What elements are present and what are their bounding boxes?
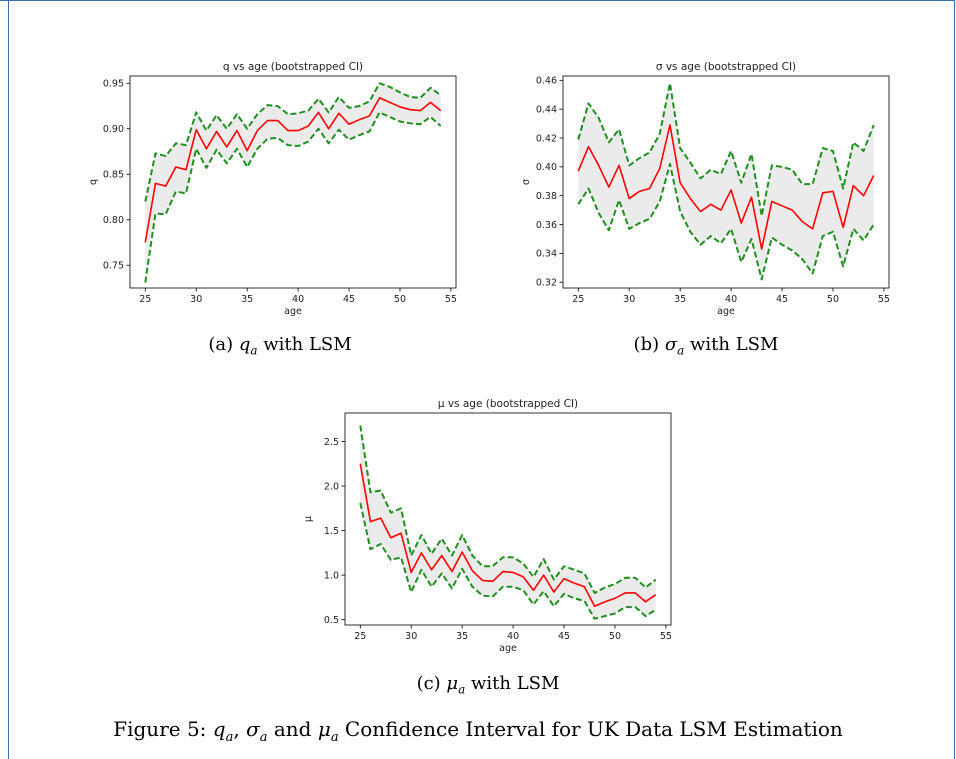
x-tick-label: 25 (139, 294, 151, 305)
figure-caption-sub-3: a (330, 730, 339, 745)
y-tick-label: 0.38 (536, 191, 557, 202)
chart-svg: 25 30 35 40 45 50 55 0.5 1.0 1.5 2.0 2.5 μ vs age (b… (303, 398, 672, 654)
caption-c: (c) μa with LSM (378, 673, 598, 697)
figure-caption-q: q (212, 717, 226, 741)
chart-svg: 25 30 35 40 45 50 55 0.75 0.80 0.85 0.90 0.95 q vs a… (88, 61, 457, 317)
x-tick-label: 30 (623, 294, 635, 305)
x-tick-label: 25 (354, 631, 366, 642)
x-tick-label: 50 (394, 294, 406, 305)
chart-title: μ vs age (bootstrapped CI) (438, 398, 578, 410)
y-tick-label: 0.5 (324, 615, 339, 626)
x-tick-label: 55 (660, 631, 672, 642)
x-tick-label: 55 (878, 294, 890, 305)
ci-band (145, 83, 441, 283)
y-tick-label: 0.34 (536, 249, 557, 260)
chart-title: σ vs age (bootstrapped CI) (656, 61, 796, 73)
y-tick-label: 1.5 (324, 526, 339, 537)
figure-caption-suffix: Confidence Interval for UK Data LSM Esti… (338, 717, 843, 741)
chart-title: q vs age (bootstrapped CI) (223, 61, 363, 73)
x-tick-label: 45 (343, 294, 355, 305)
y-tick-label: 2.5 (324, 437, 339, 448)
y-axis-label: q (88, 179, 99, 185)
y-tick-label: 0.95 (103, 79, 124, 90)
upper-ci-line (359, 425, 657, 594)
caption-a-prefix: (a) (208, 334, 239, 355)
figure-caption-prefix: Figure 5: (113, 717, 213, 741)
figure-caption-sub-1: a (225, 730, 234, 745)
axes-frame (129, 75, 457, 289)
page-frame-top (0, 0, 954, 1)
lower-ci-line (577, 162, 875, 281)
figure-caption-sep-2: and (267, 717, 318, 741)
x-tick-label: 35 (241, 294, 253, 305)
estimate-line (359, 463, 657, 608)
y-tick-label: 0.40 (536, 162, 557, 173)
page-frame-right (954, 0, 955, 759)
caption-b-symbol: σ (664, 334, 678, 355)
axes-frame (344, 412, 672, 626)
y-tick-label: 0.42 (536, 133, 557, 144)
x-tick-label: 45 (558, 631, 570, 642)
x-tick-label: 35 (674, 294, 686, 305)
sigma-vs-age-chart: 25 30 35 40 45 50 55 0.32 0.34 0.36 0.38 0.40 0.42 0.… (518, 56, 898, 317)
figure-caption-sigma: σ (246, 717, 260, 741)
x-tick-label: 50 (827, 294, 839, 305)
caption-b-prefix: (b) (633, 334, 665, 355)
y-tick-label: 2.0 (324, 481, 339, 492)
x-tick-label: 30 (405, 631, 417, 642)
chart-svg: 25 30 35 40 45 50 55 0.32 0.34 0.36 0.38 0.40 0.42 0.… (521, 61, 890, 317)
estimate-line (577, 124, 875, 250)
x-tick-label: 25 (572, 294, 584, 305)
caption-b: (b) σa with LSM (596, 334, 816, 358)
q-vs-age-chart: 25 30 35 40 45 50 55 0.75 0.80 0.85 0.90 0.95 q vs a… (85, 56, 465, 317)
y-tick-label: 0.85 (103, 170, 124, 181)
y-tick-label: 0.80 (103, 215, 124, 226)
caption-a-symbol: q (238, 334, 251, 355)
caption-c-symbol: μ (446, 673, 459, 694)
x-tick-label: 40 (725, 294, 737, 305)
caption-c-suffix: with LSM (465, 673, 560, 694)
caption-a-sub: a (250, 343, 258, 358)
x-tick-label: 55 (445, 294, 457, 305)
y-tick-label: 0.36 (536, 220, 557, 231)
y-axis-label: μ (303, 516, 314, 522)
y-tick-label: 0.32 (536, 278, 557, 289)
x-tick-label: 50 (609, 631, 621, 642)
y-axis-label: σ (521, 179, 532, 185)
y-tick-label: 0.46 (536, 76, 557, 87)
x-tick-label: 45 (776, 294, 788, 305)
x-tick-label: 40 (507, 631, 519, 642)
upper-ci-line (144, 82, 442, 202)
upper-ci-line (577, 82, 875, 217)
y-tick-label: 0.44 (536, 104, 557, 115)
caption-c-sub: a (458, 682, 466, 697)
x-tick-label: 35 (456, 631, 468, 642)
caption-c-prefix: (c) (416, 673, 447, 694)
figure-caption-sub-2: a (259, 730, 268, 745)
ci-band (578, 83, 874, 280)
x-tick-label: 40 (292, 294, 304, 305)
x-axis-label: age (717, 306, 735, 317)
axes-frame (562, 75, 890, 289)
caption-b-sub: a (677, 343, 685, 358)
figure-caption-sep-1: , (233, 717, 247, 741)
lower-ci-line (144, 111, 442, 283)
figure-caption: Figure 5: qa, σa and μa Confidence Inter… (0, 717, 956, 745)
caption-b-suffix: with LSM (684, 334, 779, 355)
page-frame-left (8, 0, 9, 759)
x-tick-label: 30 (190, 294, 202, 305)
lower-ci-line (359, 502, 657, 620)
x-axis-label: age (284, 306, 302, 317)
y-tick-label: 0.75 (103, 261, 124, 272)
ci-band (360, 425, 656, 619)
estimate-line (144, 97, 442, 243)
caption-a: (a) qa with LSM (170, 334, 390, 358)
x-axis-label: age (499, 643, 517, 654)
figure-caption-mu: μ (317, 717, 331, 741)
y-tick-label: 1.0 (324, 570, 339, 581)
mu-vs-age-chart: 25 30 35 40 45 50 55 0.5 1.0 1.5 2.0 2.5 μ vs age (b… (300, 393, 680, 654)
caption-a-suffix: with LSM (257, 334, 352, 355)
y-tick-label: 0.90 (103, 124, 124, 135)
